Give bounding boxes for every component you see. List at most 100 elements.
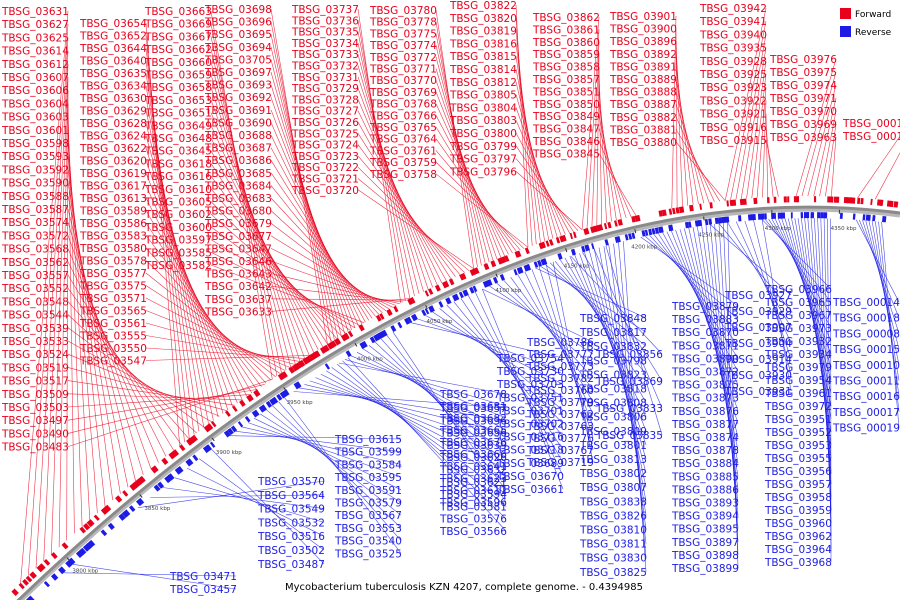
forward-gene-label: TBSG_03769 xyxy=(369,87,437,99)
forward-gene-label: TBSG_03544 xyxy=(1,310,69,322)
label-connector xyxy=(515,158,579,231)
forward-gene-label: TBSG_03660 xyxy=(144,57,212,69)
reverse-gene-label: TBSG_03890 xyxy=(671,353,739,365)
reverse-gene-label: TBSG_03830 xyxy=(579,553,647,565)
label-connector xyxy=(235,431,402,452)
label-connector xyxy=(791,218,832,407)
forward-gene-feature xyxy=(207,423,214,430)
reverse-gene-feature xyxy=(482,280,489,288)
forward-gene-label: TBSG_03606 xyxy=(1,85,69,97)
reverse-gene-feature xyxy=(581,245,586,253)
label-connector xyxy=(210,36,282,374)
forward-gene-label: TBSG_03935 xyxy=(699,43,767,55)
label-connector xyxy=(545,264,647,347)
reverse-gene-feature xyxy=(279,391,287,399)
label-connector xyxy=(344,359,507,407)
legend-swatch-reverse xyxy=(840,26,851,37)
forward-gene-feature xyxy=(504,255,510,262)
label-connector xyxy=(582,252,663,382)
label-connector xyxy=(186,467,325,537)
label-connector xyxy=(20,10,69,583)
forward-gene-feature xyxy=(472,267,480,275)
reverse-gene-label: TBSG_03782 xyxy=(526,373,594,385)
forward-gene-label: TBSG_03628 xyxy=(79,118,147,130)
forward-gene-label: TBSG_03942 xyxy=(699,3,767,15)
forward-gene-feature xyxy=(150,465,159,474)
label-connector xyxy=(58,76,69,548)
label-connector xyxy=(496,282,594,367)
forward-gene-label: TBSG_03729 xyxy=(291,83,359,95)
forward-gene-feature xyxy=(11,588,19,596)
scale-tick xyxy=(634,229,637,234)
reverse-gene-feature xyxy=(452,293,460,302)
genome-backbone xyxy=(16,205,900,600)
label-connector xyxy=(67,261,167,457)
legend-label-reverse: Reverse xyxy=(855,28,892,38)
forward-gene-label: TBSG_03861 xyxy=(532,24,600,36)
label-connector xyxy=(878,221,900,412)
forward-gene-label: TBSG_03483 xyxy=(1,442,69,454)
label-connector xyxy=(35,37,69,569)
label-connector xyxy=(820,218,832,524)
scale-tick-label: 4250 kbp xyxy=(698,232,724,238)
forward-gene-label: TBSG_03625 xyxy=(1,32,69,44)
label-connector xyxy=(735,34,767,200)
forward-gene-feature xyxy=(115,495,123,503)
reverse-gene-label: TBSG_03678 xyxy=(439,389,507,401)
forward-gene-label: TBSG_03583 xyxy=(79,231,147,243)
reverse-gene-feature xyxy=(121,509,131,518)
label-connector xyxy=(881,221,900,428)
forward-gene-label: TBSG_03557 xyxy=(1,270,69,282)
label-connector xyxy=(145,97,209,425)
reverse-gene-label: TBSG_03579 xyxy=(334,498,402,510)
label-connector xyxy=(210,61,291,368)
forward-gene-label: TBSG_03627 xyxy=(1,19,69,31)
label-connector xyxy=(515,43,541,243)
forward-gene-label: TBSG_03649 xyxy=(144,120,212,132)
forward-gene-feature xyxy=(302,357,310,365)
forward-gene-feature xyxy=(893,201,899,208)
reverse-gene-label: TBSG_03870 xyxy=(671,327,739,339)
forward-gene-label: TBSG_03723 xyxy=(291,151,359,163)
label-connector xyxy=(28,24,69,576)
reverse-gene-label: TBSG_03718 xyxy=(496,445,564,457)
forward-gene-label: TBSG_03693 xyxy=(204,80,272,92)
scale-ticks: 3800 kbp 3850 kbp 3900 kbp 3950 kbp 4000 kbp… xyxy=(66,209,857,574)
forward-gene-label: TBSG_03695 xyxy=(204,29,272,41)
label-connector xyxy=(356,352,507,431)
forward-gene-label: TBSG_03598 xyxy=(1,138,69,150)
forward-gene-label: TBSG_03634 xyxy=(79,81,147,93)
forward-gene-label: TBSG_03862 xyxy=(532,12,600,24)
forward-gene-label: TBSG_03975 xyxy=(769,67,837,79)
forward-gene-feature xyxy=(83,523,91,531)
scale-tick xyxy=(703,216,705,221)
label-connector xyxy=(435,115,509,255)
label-connector xyxy=(598,140,632,217)
label-connector xyxy=(517,274,594,403)
label-connector xyxy=(304,384,507,433)
reverse-gene-label: TBSG_00016 xyxy=(832,391,900,403)
reverse-gene-label: TBSG_03932 xyxy=(764,336,832,348)
label-connector xyxy=(761,219,792,392)
reverse-gene-label: TBSG_03570 xyxy=(257,476,325,488)
reverse-gene-feature xyxy=(272,396,279,404)
label-connector xyxy=(730,21,767,201)
reverse-gene-feature xyxy=(654,227,660,234)
forward-gene-label: TBSG_03640 xyxy=(79,56,147,68)
forward-gene-label: TBSG_03764 xyxy=(369,134,437,146)
scale-tick-label: 4300 kbp xyxy=(765,226,791,232)
scale-tick-label: 4150 kbp xyxy=(564,263,590,269)
forward-gene-label: TBSG_03845 xyxy=(532,148,600,160)
forward-gene-label: TBSG_03774 xyxy=(369,40,437,52)
reverse-gene-label: TBSG_03885 xyxy=(671,471,739,483)
forward-gene-label: TBSG_03896 xyxy=(609,36,677,48)
forward-gene-feature xyxy=(323,344,330,352)
forward-gene-label: TBSG_03770 xyxy=(369,75,437,87)
label-connector xyxy=(756,87,767,198)
reverse-gene-label: TBSG_03762 xyxy=(526,409,594,421)
reverse-gene-feature xyxy=(86,539,96,549)
reverse-gene-feature xyxy=(428,305,435,313)
reverse-gene-label: TBSG_03961 xyxy=(764,388,832,400)
label-connector xyxy=(857,135,900,198)
forward-gene-feature xyxy=(333,337,342,346)
